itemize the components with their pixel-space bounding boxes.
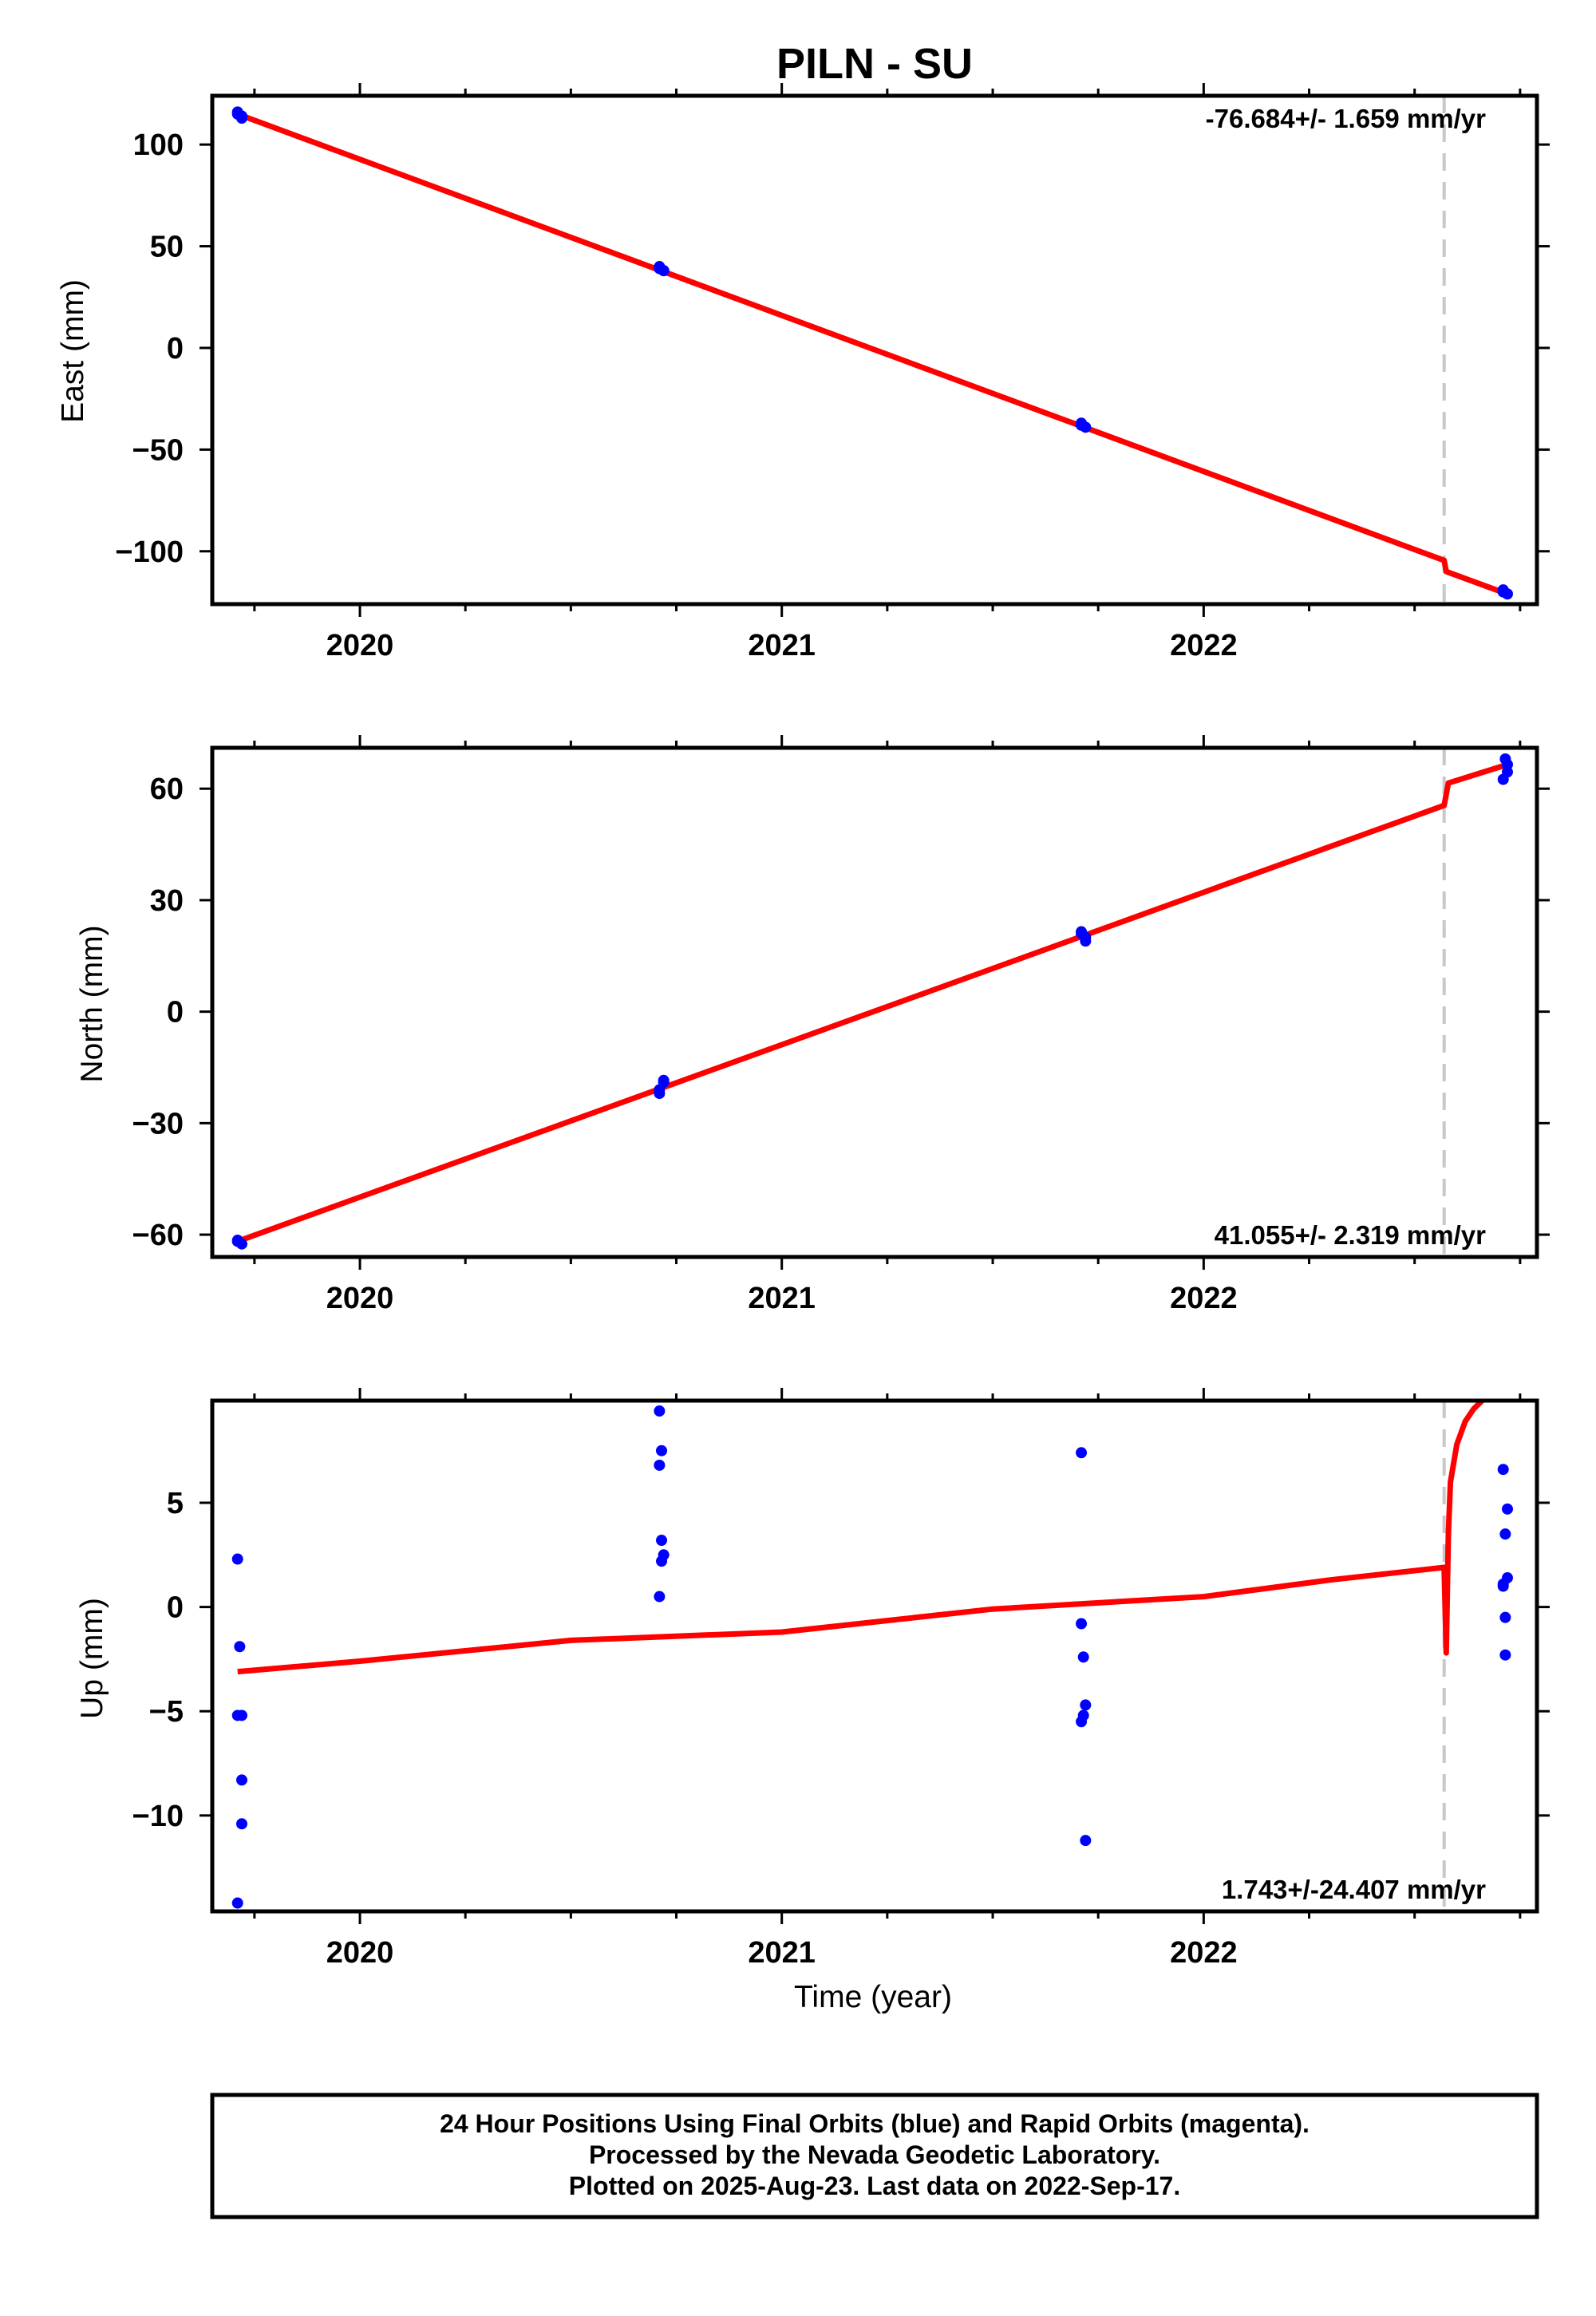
- north-y-tick-label: 60: [150, 773, 184, 806]
- up-data-point: [231, 1553, 243, 1565]
- up-data-point: [1499, 1528, 1511, 1540]
- north-data-point: [1499, 753, 1511, 765]
- north-y-tick-label: −30: [132, 1107, 184, 1140]
- east-y-tick-label: 0: [167, 332, 184, 366]
- east-y-tick-label: −100: [115, 536, 184, 569]
- up-rate-label: 1.743+/-24.407 mm/yr: [1222, 1875, 1486, 1904]
- north-model-line: [236, 761, 1509, 1244]
- east-y-tick-label: 50: [150, 231, 184, 264]
- east-x-tick-label: 2021: [748, 629, 816, 662]
- east-rate-label: -76.684+/- 1.659 mm/yr: [1206, 104, 1486, 133]
- north-y-tick-label: 0: [167, 996, 184, 1030]
- footer-line-2: Processed by the Nevada Geodetic Laborat…: [589, 2140, 1160, 2169]
- east-x-tick-label: 2020: [326, 629, 394, 662]
- up-data-point: [654, 1591, 666, 1603]
- up-data-point: [654, 1405, 666, 1417]
- east-panel: East (mm) 2020 2021 2022 −100 −50 0 50 100 -76.6…: [56, 83, 1550, 662]
- up-data-point: [656, 1445, 668, 1456]
- footer-line-1: 24 Hour Positions Using Final Orbits (bl…: [440, 2109, 1310, 2138]
- up-data-point: [231, 1709, 243, 1721]
- east-data-point: [1497, 584, 1509, 596]
- north-y-tick-label: 30: [150, 884, 184, 918]
- north-plot-frame: [210, 745, 1539, 1259]
- up-data-point: [656, 1555, 668, 1567]
- north-rate-label: 41.055+/- 2.319 mm/yr: [1215, 1220, 1486, 1250]
- up-y-tick-label: 5: [167, 1487, 184, 1520]
- north-data-point: [658, 1074, 670, 1086]
- east-model-line: [236, 111, 1509, 597]
- up-data-point: [234, 1641, 246, 1653]
- up-data-point: [1080, 1835, 1092, 1847]
- up-x-tick-label: 2020: [326, 1936, 394, 1970]
- east-x-tick-label: 2022: [1170, 629, 1238, 662]
- up-x-tick-label: 2021: [748, 1936, 816, 1970]
- up-data-point: [1497, 1464, 1509, 1476]
- up-y-axis-label: Up (mm): [75, 1598, 109, 1719]
- east-plot-frame: [210, 93, 1539, 607]
- up-data-point: [1497, 1580, 1509, 1592]
- up-data-point: [1499, 1649, 1511, 1661]
- east-y-axis-label: East (mm): [56, 279, 90, 423]
- north-data-point: [1076, 926, 1088, 938]
- up-data-point: [1076, 1716, 1088, 1728]
- up-plot-frame: [210, 1398, 1539, 1914]
- up-y-tick-label: 0: [167, 1591, 184, 1625]
- north-x-tick-label: 2021: [748, 1282, 816, 1315]
- east-y-tick-label: −50: [132, 433, 184, 467]
- chart-title: PILN - SU: [776, 40, 973, 88]
- north-y-tick-label: −60: [132, 1219, 184, 1252]
- footer-frame: [210, 2093, 1539, 2219]
- north-data-point: [231, 1235, 243, 1247]
- north-x-tick-label: 2022: [1170, 1282, 1238, 1315]
- up-data-point: [236, 1774, 248, 1786]
- up-data-point: [656, 1535, 668, 1547]
- x-axis-label: Time (year): [794, 1980, 952, 2014]
- up-model-line: [237, 1401, 1484, 1675]
- up-x-tick-label: 2022: [1170, 1936, 1238, 1970]
- north-panel: North (mm) 2020 2021 2022 −60 −30 0 30 60 41.055…: [75, 735, 1550, 1315]
- north-x-tick-label: 2020: [326, 1282, 394, 1315]
- up-panel: Up (mm) Time (year) 2020 2021 2022 −10 −5 0 5 1…: [75, 1388, 1550, 2014]
- footer-box: 24 Hour Positions Using Final Orbits (bl…: [210, 2093, 1539, 2219]
- east-data-point: [236, 113, 248, 124]
- up-y-tick-label: −10: [132, 1800, 184, 1833]
- north-y-axis-label: North (mm): [75, 925, 109, 1082]
- up-y-tick-label: −5: [149, 1695, 184, 1729]
- east-data-point: [658, 265, 670, 277]
- east-data-point: [1076, 417, 1088, 429]
- footer-line-3: Plotted on 2025-Aug-23. Last data on 202…: [569, 2172, 1180, 2200]
- up-data-point: [1077, 1651, 1089, 1663]
- up-data-point: [231, 1897, 243, 1909]
- up-data-point: [1080, 1699, 1092, 1711]
- up-data-point: [1076, 1618, 1088, 1630]
- east-y-tick-label: 100: [133, 128, 184, 162]
- up-data-point: [236, 1818, 248, 1830]
- up-data-point: [1501, 1503, 1513, 1515]
- up-data-point: [1076, 1447, 1088, 1459]
- up-data-point: [654, 1459, 666, 1471]
- up-data-point: [1499, 1611, 1511, 1623]
